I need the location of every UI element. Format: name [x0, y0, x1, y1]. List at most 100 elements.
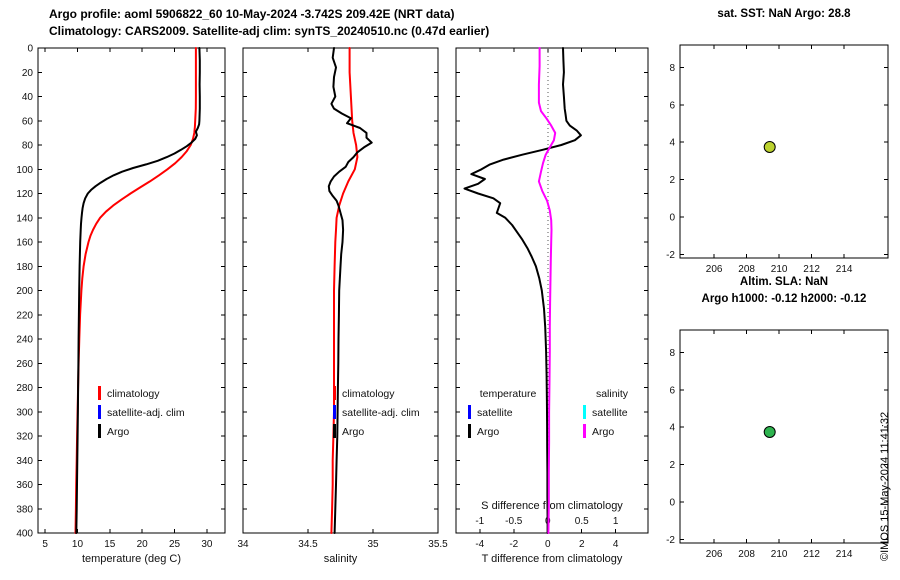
- x-tick-label: 34.5: [298, 539, 318, 550]
- depth-tick-label: 300: [16, 407, 33, 418]
- legend-marker: [333, 424, 336, 438]
- depth-tick-label: 320: [16, 432, 33, 443]
- s-axis-label: S difference from climatology: [481, 500, 623, 512]
- sla-map-title: Altim. SLA: NaN: [739, 276, 829, 288]
- legend-label: Argo: [592, 426, 614, 438]
- legend-marker: [468, 405, 471, 419]
- lat-tick-label: 6: [669, 385, 675, 396]
- x-axis-label: T difference from climatology: [482, 553, 623, 565]
- x-tick-label: -2: [509, 539, 518, 550]
- lat-tick-label: 8: [669, 348, 675, 359]
- x-tick-label: 2: [579, 539, 585, 550]
- x-tick-label: 20: [137, 539, 149, 550]
- axes-frame: [455, 47, 649, 534]
- x-tick-label: 0: [545, 539, 551, 550]
- legend-label: climatology: [107, 388, 160, 400]
- legend-marker: [98, 424, 101, 438]
- legend-group-header: temperature: [480, 388, 537, 400]
- depth-tick-label: 240: [16, 335, 33, 346]
- lon-tick-label: 206: [706, 264, 723, 275]
- x-axis-label: salinity: [324, 553, 358, 565]
- depth-tick-label: 220: [16, 310, 33, 321]
- float-position-marker: [763, 426, 776, 439]
- legend-label: satellite: [592, 407, 628, 419]
- lon-tick-label: 206: [706, 549, 723, 560]
- lat-tick-label: 2: [669, 460, 675, 471]
- lon-tick-label: 210: [771, 264, 788, 275]
- legend-marker: [333, 405, 336, 419]
- depth-tick-label: 120: [16, 189, 33, 200]
- x-tick-label: 30: [201, 539, 213, 550]
- legend-label: Argo: [342, 426, 364, 438]
- depth-tick-label: 360: [16, 480, 33, 491]
- axes-frame: [37, 47, 226, 534]
- lat-tick-label: 4: [669, 423, 675, 434]
- depth-tick-label: 280: [16, 383, 33, 394]
- lon-tick-label: 208: [738, 264, 755, 275]
- depth-tick-label: 200: [16, 286, 33, 297]
- s-tick-label: -0.5: [505, 516, 523, 527]
- x-tick-label: 35.5: [428, 539, 448, 550]
- series-s-difference-argo: [537, 47, 557, 534]
- depth-tick-label: 180: [16, 262, 33, 273]
- s-tick-label: 1: [613, 516, 619, 527]
- s-tick-label: -1: [475, 516, 484, 527]
- lat-tick-label: 8: [669, 63, 675, 74]
- series-climatology: [330, 47, 359, 534]
- depth-tick-label: 140: [16, 213, 33, 224]
- x-tick-label: 15: [104, 539, 116, 550]
- depth-tick-label: 0: [27, 44, 33, 55]
- x-tick-label: 5: [42, 539, 48, 550]
- axes-frame: [679, 44, 889, 259]
- legend-group-header: salinity: [596, 388, 629, 400]
- lat-tick-label: -2: [666, 535, 675, 546]
- depth-tick-label: 80: [22, 141, 34, 152]
- series-argo: [75, 47, 201, 534]
- legend-label: Argo: [107, 426, 129, 438]
- legend-label: satellite: [477, 407, 513, 419]
- lat-tick-label: -2: [666, 250, 675, 261]
- legend-marker: [583, 405, 586, 419]
- x-tick-label: -4: [475, 539, 484, 550]
- legend-marker: [333, 386, 336, 400]
- axes-frame: [679, 329, 889, 544]
- depth-tick-label: 380: [16, 504, 33, 515]
- x-tick-label: 4: [613, 539, 619, 550]
- lat-tick-label: 0: [669, 497, 675, 508]
- x-tick-label: 10: [72, 539, 84, 550]
- series-t-difference-argo: [463, 47, 582, 534]
- depth-tick-label: 60: [22, 116, 34, 127]
- depth-tick-label: 340: [16, 456, 33, 467]
- depth-tick-label: 40: [22, 92, 34, 103]
- lat-tick-label: 6: [669, 100, 675, 111]
- depth-tick-label: 400: [16, 529, 33, 540]
- series-climatology: [74, 47, 197, 534]
- x-axis-label: temperature (deg C): [82, 553, 181, 565]
- x-tick-label: 34: [237, 539, 249, 550]
- lat-tick-label: 2: [669, 175, 675, 186]
- x-tick-label: 25: [169, 539, 181, 550]
- legend-label: climatology: [342, 388, 395, 400]
- lon-tick-label: 212: [803, 264, 820, 275]
- lon-tick-label: 214: [836, 264, 853, 275]
- legend-marker: [98, 386, 101, 400]
- depth-tick-label: 260: [16, 359, 33, 370]
- legend-marker: [468, 424, 471, 438]
- s-tick-label: 0.5: [575, 516, 589, 527]
- legend-marker: [98, 405, 101, 419]
- lon-tick-label: 214: [836, 549, 853, 560]
- axes-frame: [242, 47, 439, 534]
- lon-tick-label: 210: [771, 549, 788, 560]
- lat-tick-label: 4: [669, 138, 675, 149]
- legend-label: Argo: [477, 426, 499, 438]
- imos-watermark: ©IMOS 15-May-2024 11:41:32: [879, 411, 891, 561]
- depth-tick-label: 20: [22, 68, 34, 79]
- x-tick-label: 35: [367, 539, 379, 550]
- legend-label: satellite-adj. clim: [107, 407, 185, 419]
- lon-tick-label: 208: [738, 549, 755, 560]
- page-subtitle: Climatology: CARS2009. Satellite-adj cli…: [49, 24, 490, 38]
- sla-map-subtitle: Argo h1000: -0.12 h2000: -0.12: [701, 293, 867, 305]
- page-title: Argo profile: aoml 5906822_60 10-May-202…: [49, 7, 455, 21]
